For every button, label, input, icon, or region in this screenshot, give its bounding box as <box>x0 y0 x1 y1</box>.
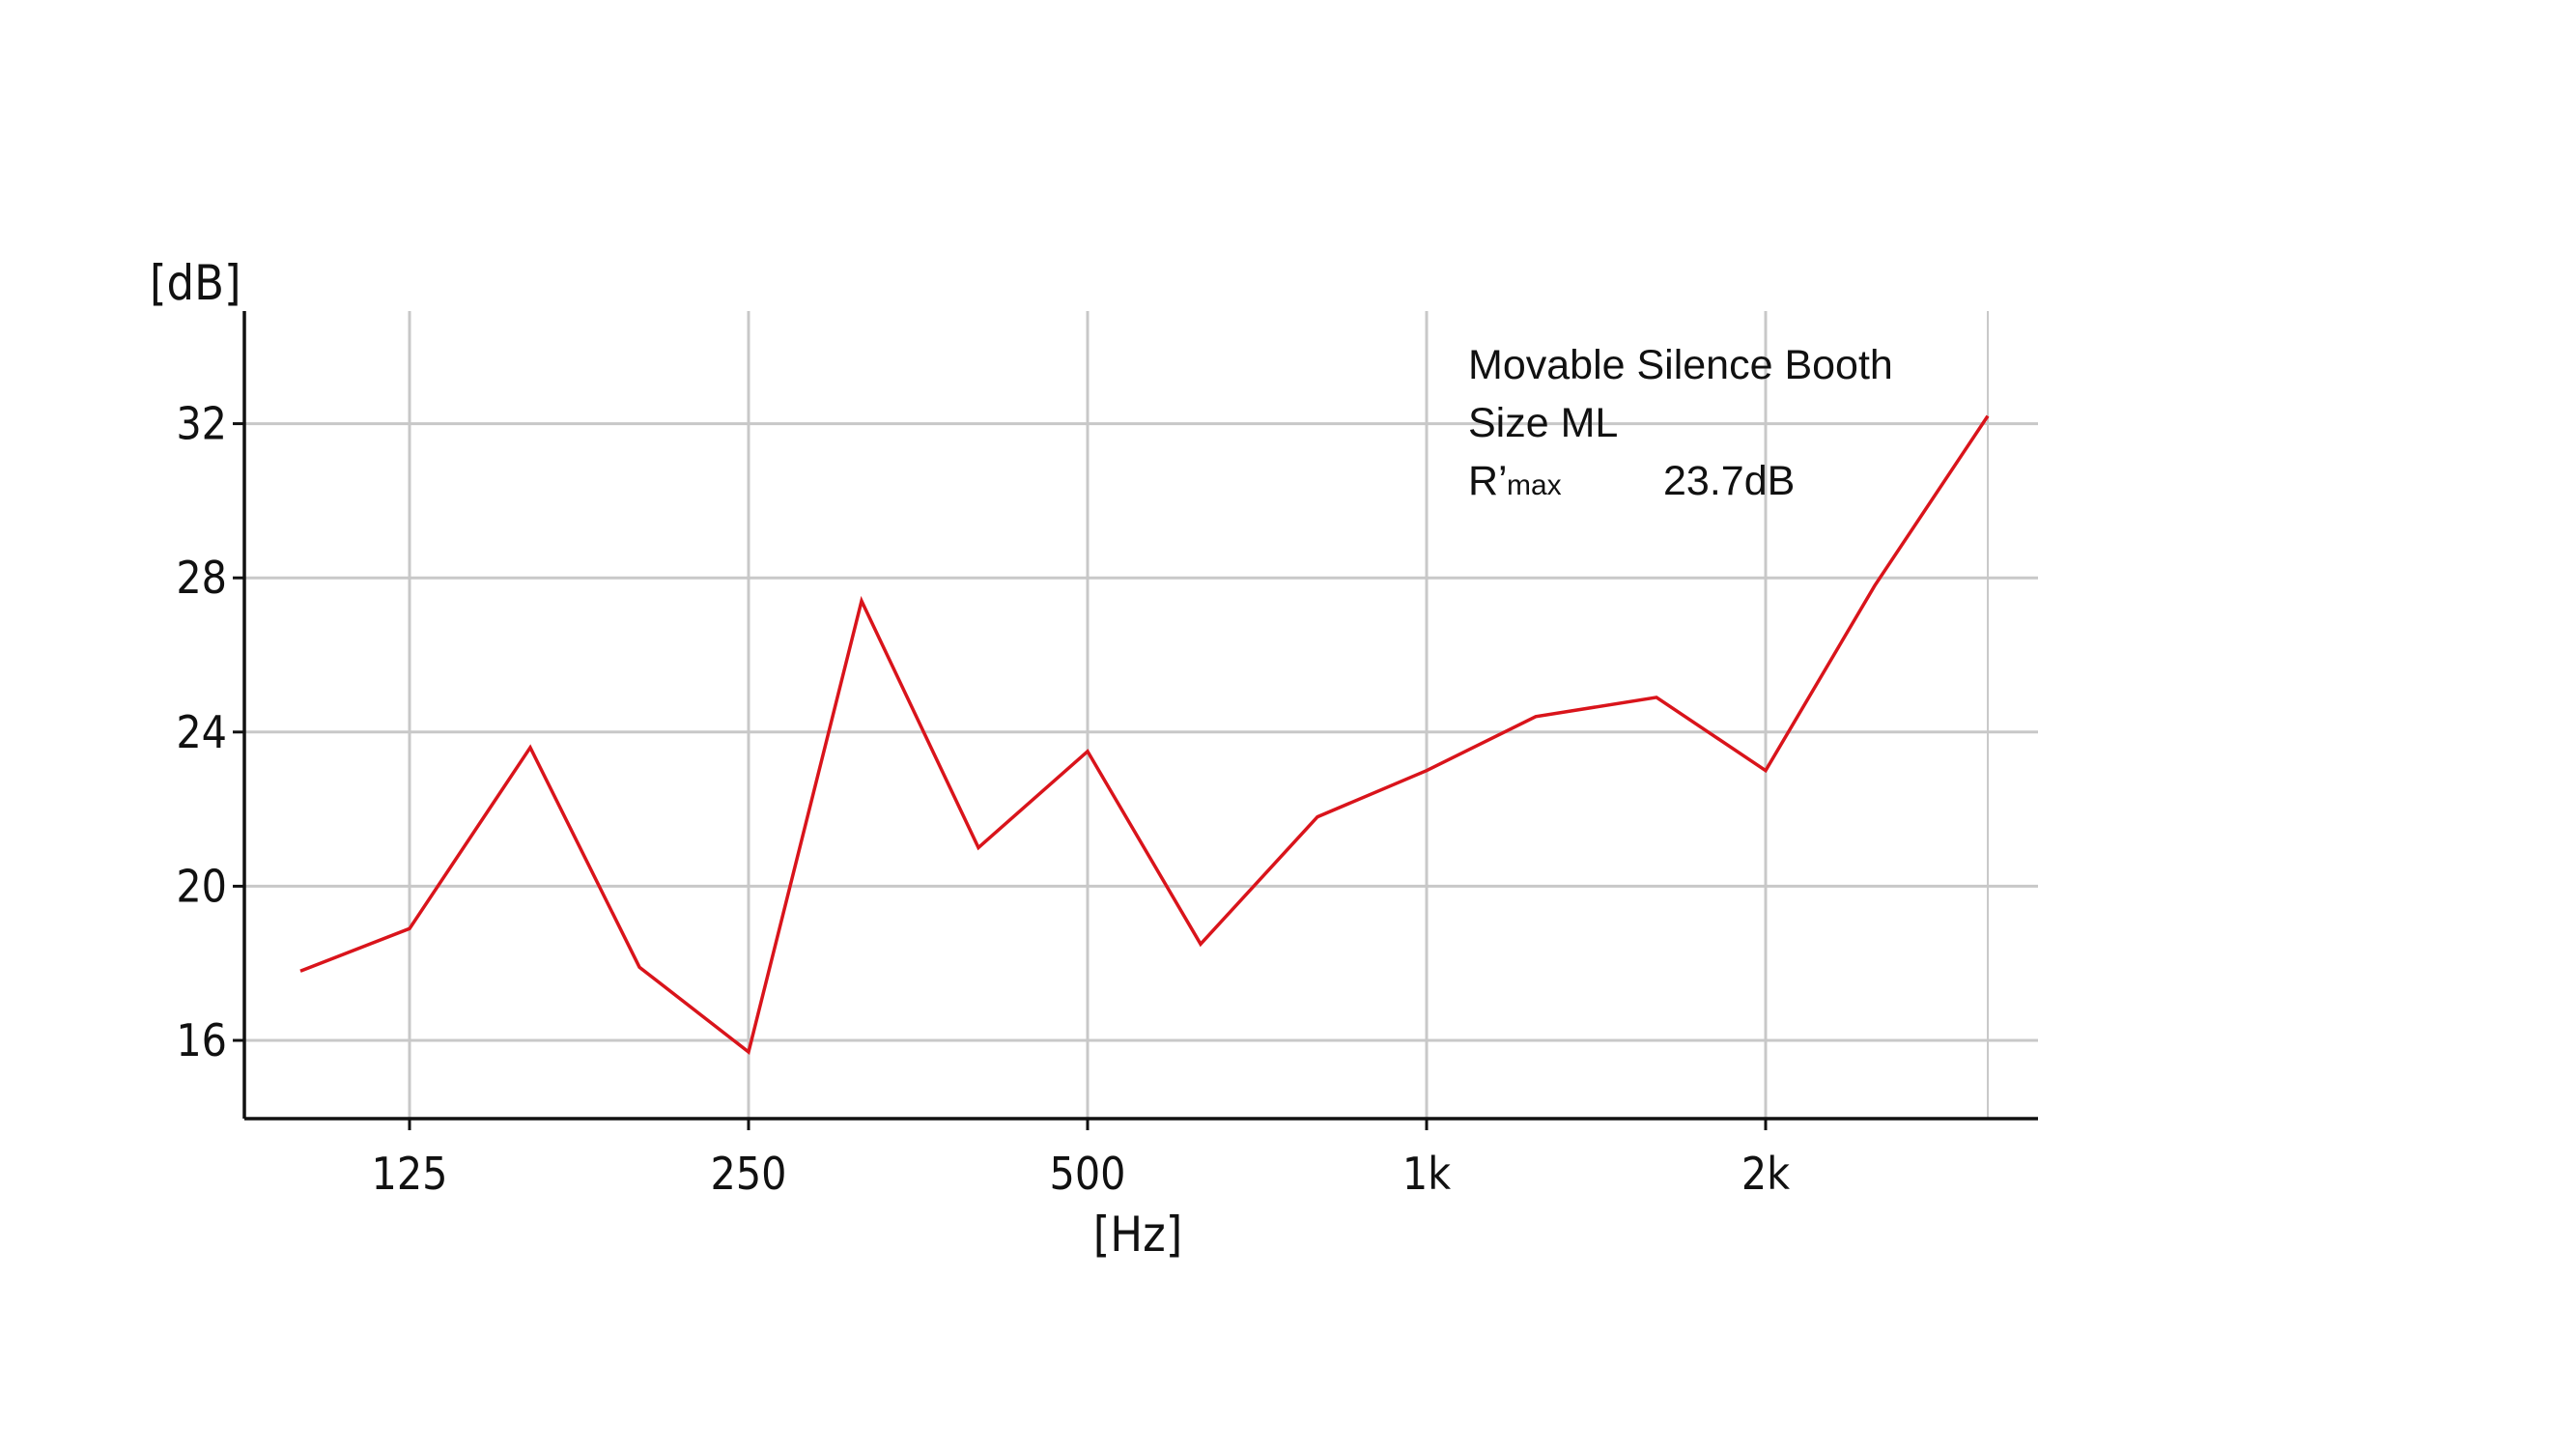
x-tick-label: 1k <box>1402 1148 1451 1200</box>
x-tick-label: 2k <box>1741 1148 1790 1200</box>
annotation-rmax-subscript: max <box>1507 469 1562 501</box>
y-tick-label: 16 <box>176 1014 227 1066</box>
annotation-box: Movable Silence Booth Size ML R’ max 23.… <box>1468 342 1893 504</box>
y-tick-label: 20 <box>176 860 227 912</box>
x-tick-labels: 125 250 500 1k 2k <box>372 1148 1791 1200</box>
y-tick-label: 32 <box>176 398 227 450</box>
series-layer <box>299 414 1990 1056</box>
annotation-product-name: Movable Silence Booth <box>1468 342 1893 388</box>
annotation-size: Size ML <box>1468 400 1618 446</box>
grid <box>244 311 2038 1119</box>
x-tick-label: 250 <box>711 1148 787 1200</box>
series-line <box>299 414 1990 1056</box>
y-axis-unit: [dB] <box>150 255 241 311</box>
x-tick-label: 125 <box>372 1148 448 1200</box>
x-axis-unit: [Hz] <box>1093 1207 1183 1263</box>
y-tick-label: 28 <box>176 552 227 604</box>
annotation-rmax-label: R’ <box>1468 458 1508 504</box>
annotation-rmax-value: 23.7dB <box>1663 458 1795 504</box>
y-tick-label: 24 <box>176 706 227 758</box>
axes <box>233 311 2038 1130</box>
y-tick-labels: 16 20 24 28 32 <box>176 398 227 1066</box>
x-tick-label: 500 <box>1050 1148 1126 1200</box>
